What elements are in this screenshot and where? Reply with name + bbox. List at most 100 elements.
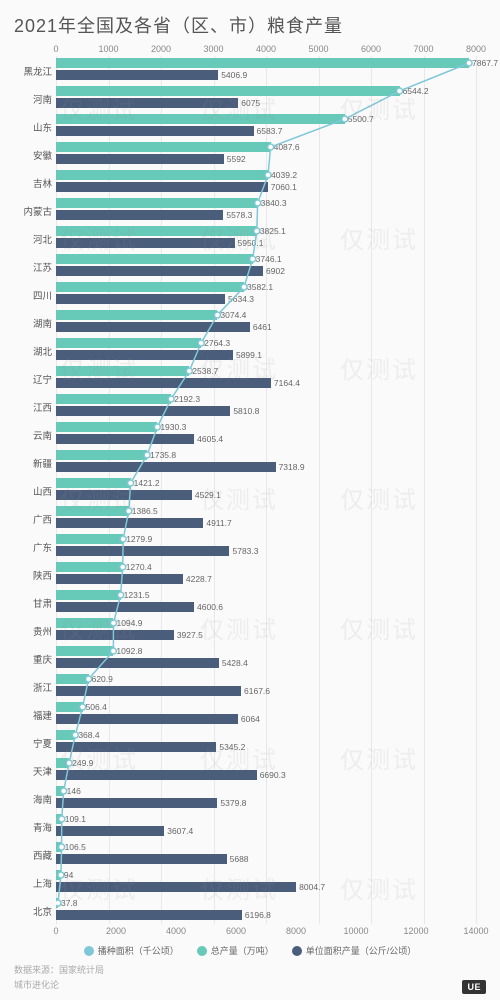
province-row: 甘肃1231.54600.6 [14,588,486,616]
bar-total: 146 [56,786,64,796]
axis-tick: 6000 [361,44,381,54]
legend-swatch [84,946,94,956]
axis-tick: 4000 [256,44,276,54]
province-row: 江苏3746.16902 [14,252,486,280]
bar-yield: 5810.8 [56,406,230,416]
bar-total: 3582.1 [56,282,244,292]
bar-yield-value: 5345.2 [219,742,245,752]
bar-yield-value: 4529.1 [195,490,221,500]
bar-yield: 6902 [56,266,263,276]
bar-yield-value: 8004.7 [299,882,325,892]
bar-yield: 4228.7 [56,574,183,584]
bar-yield-value: 5406.9 [221,70,247,80]
bar-yield-value: 4228.7 [186,574,212,584]
legend-swatch [292,946,302,956]
bar-group: 1231.54600.6 [56,588,486,616]
bar-yield: 5428.4 [56,658,219,668]
axis-tick: 0 [53,44,58,54]
bar-yield: 6583.7 [56,126,254,136]
bar-total-value: 3825.1 [260,226,286,236]
bar-group: 2192.3 5810.8 [56,392,486,420]
bar-yield: 7164.4 [56,378,271,388]
bar-group: 3825.1 5950.1 [56,224,486,252]
bar-group: 109.13607.4 [56,812,486,840]
legend-swatch [197,946,207,956]
bar-total: 1231.5 [56,590,121,600]
bar-group: 1421.2 4529.1 [56,476,486,504]
bar-yield-value: 4605.4 [197,434,223,444]
province-label: 上海 [14,868,56,890]
bar-group: 6544.26075 [56,84,486,112]
bar-group: 368.45345.2 [56,728,486,756]
bar-yield-value: 6902 [266,266,285,276]
bar-group: 3746.1 6902 [56,252,486,280]
bar-yield-value: 6167.6 [244,686,270,696]
province-row: 吉林4039.27060.1 [14,168,486,196]
bar-total: 1094.9 [56,618,113,628]
bar-yield-value: 5783.3 [232,546,258,556]
legend-item: 播种面积（千公顷） [84,944,179,957]
province-label: 湖北 [14,336,56,358]
province-label: 辽宁 [14,364,56,386]
bar-group: 1270.4 4228.7 [56,560,486,588]
bar-total: 1386.5 [56,506,129,516]
chart-rows: 黑龙江7867.75406.9河南6544.26075山东5500.76583.… [14,56,486,924]
province-row: 四川3582.15634.3 [14,280,486,308]
credit: 城市进化论 [14,978,486,991]
bar-group: 3074.46461 [56,308,486,336]
bar-yield: 7318.9 [56,462,276,472]
bar-total-value: 620.9 [92,674,113,684]
bar-yield-value: 5950.1 [238,238,264,248]
province-row: 安徽4087.65592 [14,140,486,168]
bar-yield: 5406.9 [56,70,218,80]
bar-total-value: 3746.1 [256,254,282,264]
bar-yield-value: 6075 [241,98,260,108]
province-row: 云南1930.34605.4 [14,420,486,448]
province-row: 陕西1270.44228.7 [14,560,486,588]
bar-total: 94 [56,870,61,880]
bar-total: 1421.2 [56,478,131,488]
province-row: 辽宁2538.7 7164.4 [14,364,486,392]
bar-total-value: 3840.3 [261,198,287,208]
chart-area: 黑龙江7867.75406.9河南6544.26075山东5500.76583.… [14,56,486,924]
province-label: 甘肃 [14,588,56,610]
province-label: 青海 [14,812,56,834]
province-row: 西藏106.55688 [14,840,486,868]
bar-yield: 6690.3 [56,770,257,780]
bar-total-value: 94 [64,870,73,880]
bar-group: 1930.34605.4 [56,420,486,448]
bar-yield: 4529.1 [56,490,192,500]
bar-total-value: 1270.4 [126,562,152,572]
province-row: 山东5500.76583.7 [14,112,486,140]
logo-badge: UE [462,980,486,994]
bar-yield: 4605.4 [56,434,194,444]
province-label: 北京 [14,896,56,918]
data-source: 数据来源：国家统计局 [14,963,486,976]
bar-total-value: 1094.9 [116,618,142,628]
bar-total-value: 1421.2 [134,478,160,488]
bar-total-value: 4039.2 [271,170,297,180]
bar-group: 7867.75406.9 [56,56,486,84]
bar-yield-value: 6196.8 [245,910,271,920]
bar-group: 1465379.8 [56,784,486,812]
legend-item: 总产量（万吨） [197,944,274,957]
bar-yield-value: 5428.4 [222,658,248,668]
bar-total: 2538.7 [56,366,189,376]
bar-total-value: 4087.6 [274,142,300,152]
province-row: 宁夏368.45345.2 [14,728,486,756]
bar-total: 1270.4 [56,562,123,572]
bar-total: 3746.1 [56,254,253,264]
province-row: 浙江620.96167.6 [14,672,486,700]
province-label: 新疆 [14,448,56,470]
chart-title: 2021年全国及各省（区、市）粮食产量 [14,12,486,38]
province-row: 湖北2764.35899.1 [14,336,486,364]
bar-total-value: 109.1 [65,814,86,824]
bar-total: 2192.3 [56,394,171,404]
province-row: 北京37.86196.8 [14,896,486,924]
bar-total-value: 7867.7 [472,58,498,68]
province-label: 湖南 [14,308,56,330]
bar-group: 94 8004.7 [56,868,486,896]
axis-tick: 2000 [106,926,126,936]
province-label: 河南 [14,84,56,106]
bottom-axis: 02000400060008000100001200014000 [56,926,476,938]
